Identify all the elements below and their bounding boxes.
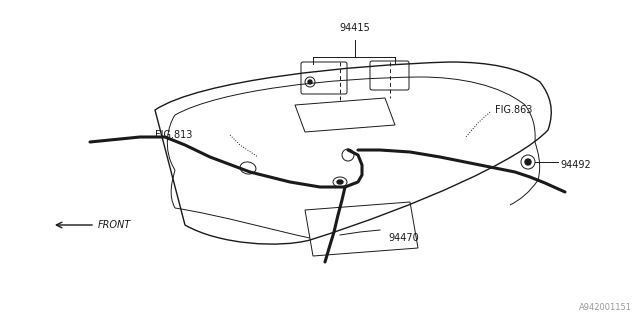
Text: 94492: 94492 <box>560 160 591 170</box>
Text: FRONT: FRONT <box>98 220 131 230</box>
Text: FIG.813: FIG.813 <box>155 130 193 140</box>
Text: 94470: 94470 <box>388 233 419 243</box>
Text: A942001151: A942001151 <box>579 303 632 312</box>
Text: 94415: 94415 <box>340 23 371 33</box>
Ellipse shape <box>337 180 343 184</box>
Text: FIG.863: FIG.863 <box>495 105 532 115</box>
Circle shape <box>525 159 531 165</box>
Circle shape <box>308 80 312 84</box>
